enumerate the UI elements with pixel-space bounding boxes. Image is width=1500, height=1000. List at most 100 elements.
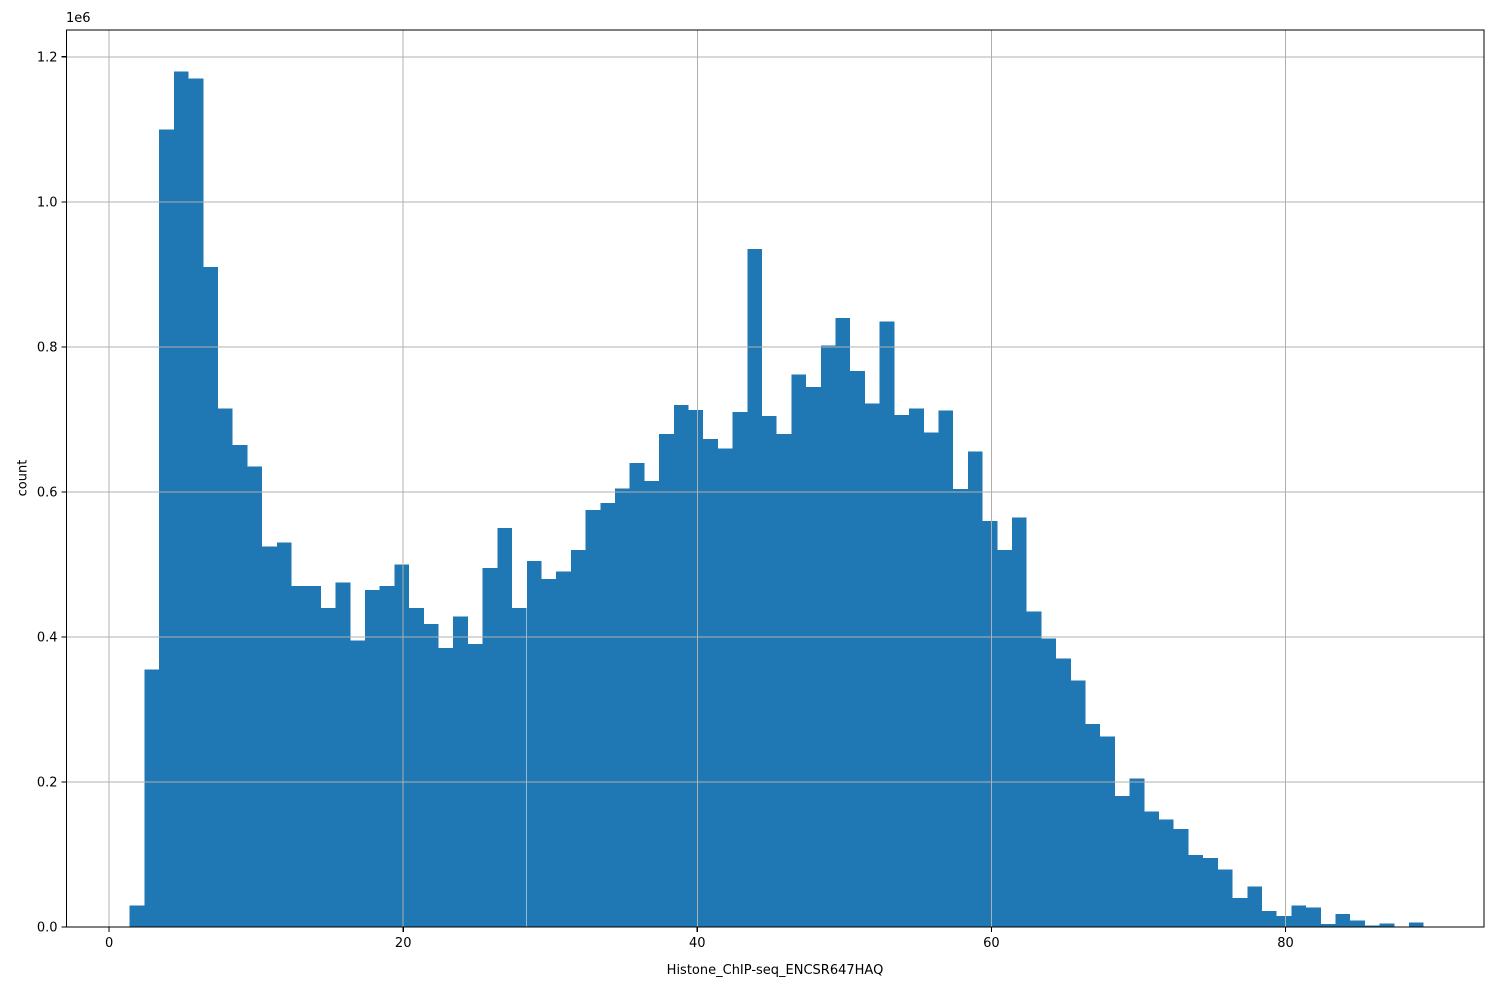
histogram-bar xyxy=(585,510,601,927)
histogram-bar xyxy=(1144,811,1160,927)
histogram-bar xyxy=(629,462,645,927)
histogram-bar xyxy=(732,412,748,927)
histogram-bar xyxy=(335,582,351,927)
histogram-bar xyxy=(776,433,792,927)
histogram-bar xyxy=(570,549,586,927)
histogram-bar xyxy=(467,644,483,927)
x-tick-label: 20 xyxy=(395,936,412,951)
histogram-bar xyxy=(365,589,380,927)
histogram-bar xyxy=(600,502,615,927)
histogram-bar xyxy=(1350,920,1365,927)
histogram-bar xyxy=(232,444,248,927)
histogram-bar xyxy=(791,374,807,927)
histogram-bar xyxy=(144,669,160,927)
x-axis-label: Histone_ChIP-seq_ENCSR647HAQ xyxy=(666,963,884,978)
histogram-bar xyxy=(1247,886,1262,927)
y-tick-label: 0.2 xyxy=(37,776,58,791)
histogram-bar xyxy=(129,905,145,927)
histogram-bar xyxy=(247,466,263,927)
histogram-bar xyxy=(526,560,542,927)
histogram-bar xyxy=(262,546,277,927)
histogram-bar xyxy=(894,415,910,927)
histogram-bar xyxy=(1217,869,1233,927)
histogram-bar xyxy=(512,607,527,927)
histogram-bar xyxy=(644,481,660,927)
histogram-bar xyxy=(1364,925,1380,927)
histogram-bar xyxy=(864,403,880,927)
histogram-bar xyxy=(291,586,307,927)
histogram-bar xyxy=(1129,778,1145,927)
histogram-bar xyxy=(159,129,174,928)
histogram-bar xyxy=(967,451,983,927)
y-tick-label: 1.2 xyxy=(37,50,58,65)
histogram-bar xyxy=(320,607,336,927)
x-tick-label: 0 xyxy=(105,936,113,951)
histogram-bar xyxy=(835,317,851,927)
histogram-bar xyxy=(1011,517,1027,927)
histogram-bar xyxy=(1026,611,1042,927)
histogram-bar xyxy=(703,438,718,927)
histogram-bar xyxy=(1261,911,1277,927)
histogram-bar xyxy=(938,410,954,927)
histogram-bar xyxy=(1203,858,1218,927)
histogram-bar xyxy=(673,404,689,927)
histogram-bar xyxy=(350,640,365,927)
histogram-bar xyxy=(1056,658,1071,927)
histogram-bar xyxy=(173,71,189,927)
histogram-bar xyxy=(276,542,292,927)
histogram-bar xyxy=(659,433,674,927)
histogram-bar xyxy=(1291,905,1307,927)
histogram-bar xyxy=(1173,829,1189,927)
histogram-bar xyxy=(409,607,424,927)
histogram-bar xyxy=(1159,819,1174,927)
histogram-bar xyxy=(1085,723,1101,927)
histogram-bar xyxy=(1114,795,1130,927)
y-axis-offset-label: 1e6 xyxy=(66,11,91,26)
histogram-bar xyxy=(762,415,777,927)
x-tick-label: 40 xyxy=(689,936,706,951)
y-tick-label: 0.6 xyxy=(37,485,58,500)
histogram-bar xyxy=(717,448,733,927)
histogram-bar xyxy=(379,586,395,927)
histogram-bar xyxy=(688,409,704,928)
histogram-bar xyxy=(909,408,924,927)
histogram-bar xyxy=(820,345,836,927)
x-tick-label: 60 xyxy=(983,936,1000,951)
y-axis-label: count xyxy=(15,459,31,497)
histogram-bar xyxy=(850,370,865,927)
histogram-bar xyxy=(394,564,410,927)
histogram-bar xyxy=(1070,680,1086,927)
histogram-bar xyxy=(1320,924,1336,927)
histogram-bar xyxy=(879,321,895,927)
histogram-bar xyxy=(997,549,1012,927)
histogram-bar xyxy=(1100,736,1115,927)
histogram-bar xyxy=(953,489,968,927)
histogram-bar xyxy=(188,78,204,927)
histogram-bar xyxy=(306,586,321,927)
histogram-bar xyxy=(1232,897,1248,927)
histogram-bar xyxy=(1379,923,1395,927)
histogram-bar xyxy=(423,623,439,927)
histogram-bar xyxy=(806,386,821,927)
histogram-bar xyxy=(1335,913,1351,927)
histogram-bar xyxy=(482,568,498,927)
histogram-bar xyxy=(1306,907,1321,927)
histogram-bar xyxy=(1041,638,1057,927)
histogram-bar xyxy=(438,647,454,927)
x-tick-label: 80 xyxy=(1277,936,1294,951)
histogram-bar xyxy=(614,488,630,927)
histogram-bar xyxy=(747,248,763,928)
histogram-bar xyxy=(497,528,513,927)
histogram-bar xyxy=(541,578,557,927)
histogram-bar xyxy=(556,571,571,927)
histogram-bar xyxy=(217,408,233,927)
y-tick-label: 0.8 xyxy=(37,340,58,355)
y-tick-label: 1.0 xyxy=(37,195,58,210)
histogram-bar xyxy=(923,432,939,927)
y-tick-label: 0.4 xyxy=(37,630,58,645)
histogram-bar xyxy=(203,267,218,927)
histogram-bar xyxy=(1276,916,1292,927)
histogram-bar xyxy=(982,520,998,927)
